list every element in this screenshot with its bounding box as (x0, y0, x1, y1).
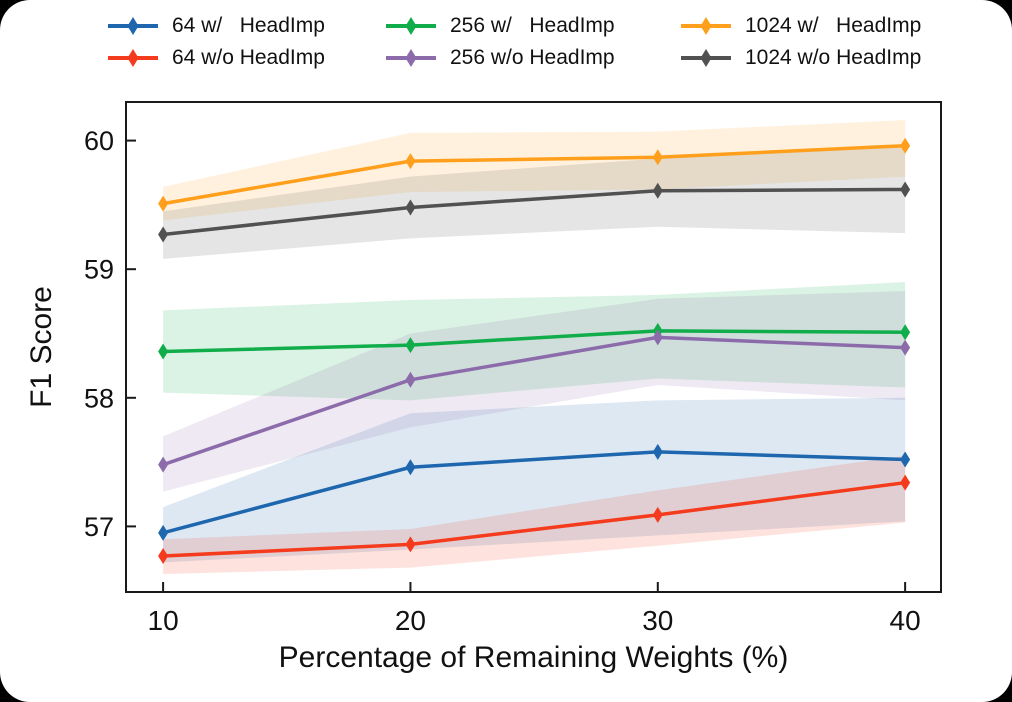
x-tick-label: 20 (395, 605, 426, 636)
legend-marker-icon (108, 49, 158, 67)
legend-label: 256 w/o HeadImp (450, 46, 615, 69)
x-tick-label: 10 (148, 605, 179, 636)
data-point-marker (652, 506, 663, 523)
series-line (161, 335, 907, 467)
y-tick-label: 59 (84, 255, 114, 285)
legend-marker-icon (108, 17, 158, 35)
legend-label: 1024 w/ HeadImp (745, 14, 922, 37)
data-point-marker (405, 459, 416, 476)
y-tick-label: 57 (84, 512, 114, 542)
legend-label: 64 w/o HeadImp (172, 46, 325, 69)
data-point-marker (652, 329, 663, 346)
confidence-band (163, 282, 906, 401)
legend-label: 1024 w/o HeadImp (745, 46, 922, 69)
data-point-marker (158, 547, 169, 564)
legend-marker-icon (386, 49, 436, 67)
data-point-marker (158, 456, 169, 473)
y-axis-label: F1 Score (25, 286, 58, 408)
data-point-marker (652, 182, 663, 199)
legend-item: 64 w/o HeadImp (107, 42, 385, 74)
legend-item: 256 w/o HeadImp (385, 42, 680, 74)
legend-item: 64 w/ HeadImp (107, 10, 385, 42)
y-tick-label: 60 (84, 126, 114, 156)
series-line (161, 450, 907, 535)
series-line (161, 329, 907, 354)
series-line (161, 143, 907, 206)
legend-marker-icon (681, 49, 731, 67)
data-point-marker (405, 371, 416, 388)
data-point-marker (900, 137, 911, 154)
data-point-marker (652, 443, 663, 460)
data-point-marker (405, 153, 416, 170)
data-point-marker (405, 536, 416, 553)
legend-label: 256 w/ HeadImp (450, 14, 615, 37)
legend-item: 1024 w/o HeadImp (680, 42, 921, 74)
confidence-band (163, 120, 906, 221)
data-point-marker (405, 199, 416, 216)
data-point-marker (158, 343, 169, 360)
legend-marker-icon (681, 17, 731, 35)
chart-legend: 64 w/ HeadImp 64 w/o HeadImp 256 w/ Head… (107, 10, 921, 74)
x-axis-label: Percentage of Remaining Weights (%) (278, 641, 789, 674)
series-line (161, 480, 907, 558)
confidence-band (163, 147, 906, 259)
data-point-marker (900, 451, 911, 468)
data-point-marker (652, 149, 663, 166)
data-point-marker (900, 324, 911, 341)
data-point-marker (158, 226, 169, 243)
data-point-marker (405, 337, 416, 354)
data-point-marker (900, 339, 911, 356)
plot-frame (125, 101, 942, 593)
data-point-marker (900, 181, 911, 198)
data-point-marker (900, 474, 911, 491)
legend-item: 1024 w/ HeadImp (680, 10, 921, 42)
legend-item: 256 w/ HeadImp (385, 10, 680, 42)
confidence-band (163, 397, 906, 563)
legend-marker-icon (386, 17, 436, 35)
y-tick-label: 58 (84, 383, 114, 413)
confidence-band (163, 455, 906, 574)
x-tick-label: 30 (642, 605, 673, 636)
data-point-marker (158, 195, 169, 212)
data-point-marker (158, 524, 169, 541)
legend-label: 64 w/ HeadImp (172, 14, 325, 37)
x-tick-label: 40 (890, 605, 921, 636)
series-line (161, 187, 907, 237)
